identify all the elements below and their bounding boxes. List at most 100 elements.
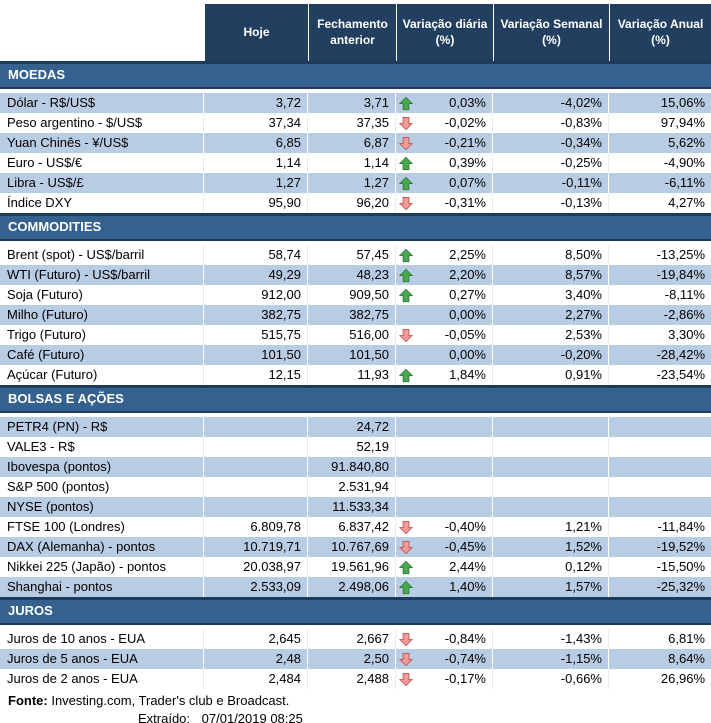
- cell-variacao-diaria: 1,84%: [396, 365, 493, 385]
- cell-hoje: [204, 477, 308, 497]
- cell-variacao-anual: [609, 417, 711, 437]
- cell-variacao-semanal: 1,21%: [493, 517, 609, 537]
- column-header-hoje: Hoje: [204, 4, 308, 61]
- cell-variacao-diaria: -0,02%: [396, 113, 493, 133]
- cell-variacao-semanal: 8,50%: [493, 245, 609, 265]
- table-row: Nikkei 225 (Japão) - pontos 20.038,97 19.5…: [0, 557, 711, 577]
- variacao-diaria-value: -0,31%: [444, 195, 486, 210]
- cell-fechamento-anterior: 2.531,94: [308, 477, 396, 497]
- cell-variacao-anual: -11,84%: [657, 519, 705, 534]
- table-row: Milho (Futuro) 382,75 382,75 0,00% 2,27% -2,8…: [0, 305, 711, 325]
- variacao-diaria-value: -0,84%: [444, 631, 486, 646]
- cell-hoje: 1,14: [204, 153, 308, 173]
- cell-variacao-anual: [609, 437, 711, 457]
- cell-variacao-semanal: -0,13%: [493, 193, 609, 213]
- extracted-timestamp: 07/01/2019 08:25: [201, 711, 303, 723]
- variacao-diaria-value: 0,00%: [449, 307, 486, 322]
- row-label: Juros de 10 anos - EUA: [0, 629, 204, 649]
- section-header-juros: JUROS: [0, 597, 711, 625]
- row-label: Açúcar (Futuro): [0, 365, 204, 385]
- extracted-line: Extraído: 07/01/2019 08:25: [8, 710, 711, 723]
- cell-variacao-semanal: -1,43%: [493, 629, 609, 649]
- table-row: Soja (Futuro) 912,00 909,50 0,27% 3,40% -8,11…: [0, 285, 711, 305]
- cell-variacao-anual: -15,50%: [656, 559, 705, 574]
- down-arrow-icon: [399, 325, 414, 345]
- cell-hoje: 12,15: [204, 365, 308, 385]
- row-label: Shanghai - pontos: [0, 577, 204, 597]
- table-row: Ibovespa (pontos) 91.840,80: [0, 457, 711, 477]
- column-header-fechamento: Fechamento anterior: [308, 4, 396, 61]
- down-arrow-icon: [399, 629, 414, 649]
- arrow-placeholder: [399, 437, 414, 457]
- cell-variacao-anual: -19,84%: [609, 265, 711, 285]
- cell-fechamento-anterior: 6,87: [308, 133, 396, 153]
- table-row: Trigo (Futuro) 515,75 516,00 -0,05% 2,53% 3,3…: [0, 325, 711, 345]
- table-row: NYSE (pontos) 11.533,34: [0, 497, 711, 517]
- cell-fechamento-anterior: 382,75: [308, 305, 396, 325]
- table-row: Euro - US$/€ 1,14 1,14 0,39% -0,25% -4,90%: [0, 153, 711, 173]
- cell-hoje: 3,72: [204, 93, 308, 113]
- table-row: FTSE 100 (Londres) 6.809,78 6.837,42 -0,40%…: [0, 517, 711, 537]
- cell-hoje: [204, 437, 308, 457]
- column-header-var-semanal: Variação Semanal (%): [493, 4, 609, 61]
- cell-hoje: 2,645: [204, 629, 308, 649]
- cell-hoje: 101,50: [204, 345, 308, 365]
- row-label: Juros de 2 anos - EUA: [0, 669, 204, 689]
- cell-variacao-anual: [609, 497, 711, 517]
- cell-fechamento-anterior: 19.561,96: [308, 557, 396, 577]
- down-arrow-icon: [399, 113, 414, 133]
- cell-fechamento-anterior: 1,14: [308, 153, 396, 173]
- row-label: Yuan Chinês - ¥/US$: [0, 133, 204, 153]
- cell-variacao-semanal: 1,57%: [493, 577, 609, 597]
- cell-variacao-diaria: 0,03%: [396, 93, 493, 113]
- cell-hoje: 10.719,71: [204, 537, 308, 557]
- cell-hoje: [204, 457, 308, 477]
- cell-variacao-anual: -25,32%: [609, 577, 711, 597]
- cell-variacao-semanal: 3,40%: [493, 285, 609, 305]
- table-row: Juros de 10 anos - EUA 2,645 2,667 -0,84% -1…: [0, 629, 711, 649]
- extracted-label: Extraído:: [138, 711, 191, 723]
- cell-fechamento-anterior: 91.840,80: [308, 457, 396, 477]
- row-label: Brent (spot) - US$/barril: [0, 245, 204, 265]
- section-header-moedas: MOEDAS: [0, 61, 711, 89]
- table-row: DAX (Alemanha) - pontos 10.719,71 10.767,6…: [0, 537, 711, 557]
- cell-variacao-semanal: 8,57%: [493, 265, 609, 285]
- variacao-diaria-value: -0,02%: [444, 115, 486, 130]
- cell-variacao-semanal: -0,25%: [493, 153, 609, 173]
- cell-variacao-diaria: -0,31%: [396, 193, 493, 213]
- cell-hoje: 58,74: [204, 245, 308, 265]
- cell-fechamento-anterior: 10.767,69: [308, 537, 396, 557]
- cell-variacao-semanal: -0,11%: [493, 173, 609, 193]
- cell-fechamento-anterior: 48,23: [308, 265, 396, 285]
- variacao-diaria-value: 0,07%: [449, 175, 486, 190]
- cell-variacao-diaria: [396, 417, 493, 437]
- variacao-diaria-value: -0,05%: [444, 327, 486, 342]
- cell-variacao-anual: 3,30%: [668, 327, 705, 342]
- up-arrow-icon: [399, 93, 414, 113]
- table-body: MOEDAS Dólar - R$/US$ 3,72 3,71 0,03% -4,02% 1…: [0, 61, 711, 689]
- cell-variacao-semanal: [493, 477, 609, 497]
- row-label: DAX (Alemanha) - pontos: [0, 537, 204, 557]
- section-header-commodities: COMMODITIES: [0, 213, 711, 241]
- cell-variacao-semanal: -4,02%: [493, 93, 609, 113]
- row-label: Trigo (Futuro): [0, 325, 204, 345]
- cell-variacao-diaria: 0,00%: [396, 305, 493, 325]
- cell-hoje: 37,34: [204, 113, 308, 133]
- cell-variacao-anual: 97,94%: [660, 115, 705, 130]
- cell-variacao-semanal: -0,20%: [493, 345, 609, 365]
- section-header-bolsas-e-acoes: BOLSAS E AÇÕES: [0, 385, 711, 413]
- source-text: Investing.com, Trader's club e Broadcast…: [51, 693, 290, 708]
- cell-hoje: 6,85: [204, 133, 308, 153]
- table-row: Brent (spot) - US$/barril 58,74 57,45 2,25%…: [0, 245, 711, 265]
- table-row: Juros de 2 anos - EUA 2,484 2,488 -0,17% -0,…: [0, 669, 711, 689]
- row-label: WTI (Futuro) - US$/barril: [0, 265, 204, 285]
- cell-fechamento-anterior: 2,667: [308, 629, 396, 649]
- cell-variacao-anual: -6,11%: [609, 173, 711, 193]
- cell-variacao-diaria: [396, 437, 493, 457]
- up-arrow-icon: [399, 285, 414, 305]
- row-label: NYSE (pontos): [0, 497, 204, 517]
- down-arrow-icon: [399, 649, 414, 669]
- cell-variacao-anual: [609, 457, 711, 477]
- row-label: Dólar - R$/US$: [0, 93, 204, 113]
- cell-variacao-diaria: [396, 497, 493, 517]
